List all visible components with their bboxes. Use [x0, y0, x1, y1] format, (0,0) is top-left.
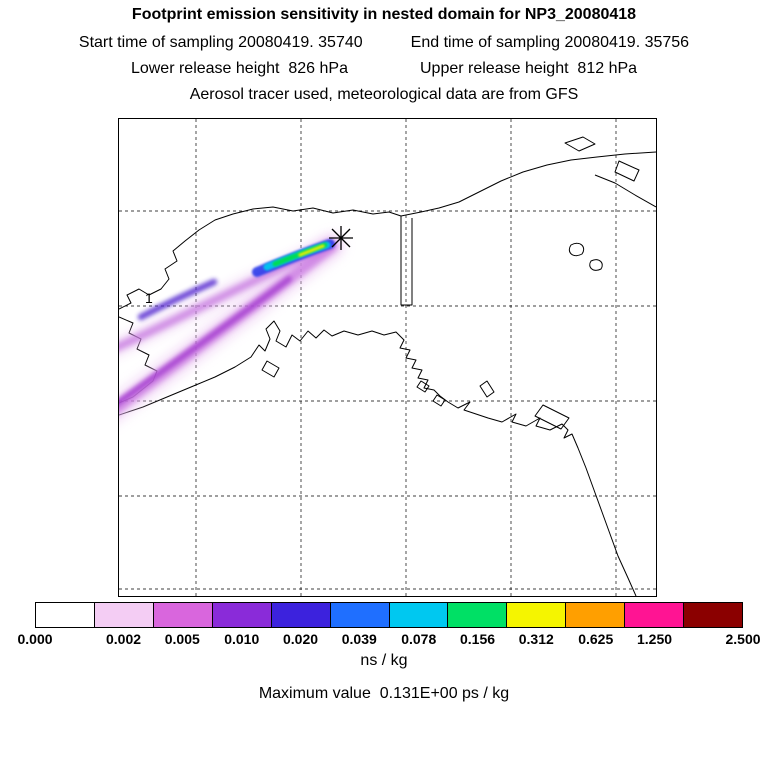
colorbar-tick-label: 2.500 [725, 631, 761, 647]
colorbar-cell [329, 603, 389, 627]
end-time-label: End time of sampling 20080419. 35756 [410, 34, 690, 51]
colorbar-tick-label: 0.002 [105, 631, 142, 647]
colorbar-tick-label: 0.010 [224, 631, 260, 647]
coastline-south-west-coast [119, 320, 637, 596]
colorbar-tick-label: 0.312 [518, 631, 554, 647]
lower-release-label: Lower release height 826 hPa [130, 60, 348, 77]
plume-dense-b [137, 278, 218, 321]
colorbar-tick-label: 0.005 [164, 631, 200, 647]
colorbar-cell [565, 603, 625, 627]
colorbar-tick-label: 0.039 [341, 631, 377, 647]
plume-core-yellow [298, 244, 325, 257]
colorbar-tick-label: 0.000 [17, 631, 53, 647]
upper-release-label: Upper release height 812 hPa [420, 60, 638, 77]
colorbar-tick-label: 0.156 [459, 631, 496, 647]
colorbar-tick-label: 0.625 [578, 631, 614, 647]
colorbar-tick-label: 1.250 [636, 631, 673, 647]
colorbar-ticks: 0.000 0.002 0.005 0.010 0.020 0.039 0.078 0.156… [17, 631, 760, 649]
coastlines [119, 136, 656, 596]
sensitivity-plume [119, 233, 345, 423]
colorbar-cell [388, 603, 448, 627]
island-arctic-1 [564, 136, 596, 152]
colorbar-cell [211, 603, 271, 627]
grid-lines [119, 119, 656, 596]
colorbar-cell [624, 603, 684, 627]
colorbar-cell [683, 603, 743, 627]
release-height-line: Lower release height 826 hPa Upper relea… [0, 60, 768, 78]
island-se-alaska-2 [432, 394, 446, 407]
island-se-alaska-1 [416, 380, 430, 393]
colorbar-cell [93, 603, 153, 627]
coastline-northeast [594, 174, 656, 208]
tracer-line: Aerosol tracer used, meteorological data… [189, 86, 579, 103]
colorbar-tick-label: 0.020 [282, 631, 319, 647]
island-vancouver [534, 404, 570, 430]
colorbar-cell [152, 603, 212, 627]
sampling-time-line: Start time of sampling 20080419. 35740 E… [0, 34, 768, 52]
border-141w [400, 216, 413, 306]
island-arctic-2 [614, 160, 640, 182]
start-time-label: Start time of sampling 20080419. 35740 [78, 34, 363, 51]
colorbar-units-label: ns / kg [360, 652, 408, 669]
map-plot: 1 [118, 118, 657, 597]
island-kodiak [261, 360, 280, 378]
figure-title: Footprint emission sensitivity in nested… [131, 6, 637, 23]
coastline-north-alaska [119, 151, 656, 310]
plume-inner-a [119, 276, 292, 406]
island-haida-gwaii [479, 380, 495, 398]
lake-2 [589, 259, 603, 271]
release-point-marker [329, 226, 353, 250]
colorbar-cell [506, 603, 566, 627]
colorbar-cell [36, 603, 94, 627]
colorbar-tick-label: 0.078 [401, 631, 437, 647]
lake-1 [568, 242, 585, 257]
max-value-label: Maximum value 0.131E+00 ps / kg [258, 685, 510, 702]
colorbar [35, 602, 743, 628]
colorbar-cell [270, 603, 330, 627]
receptor-label: 1 [145, 290, 153, 306]
colorbar-cell [447, 603, 507, 627]
